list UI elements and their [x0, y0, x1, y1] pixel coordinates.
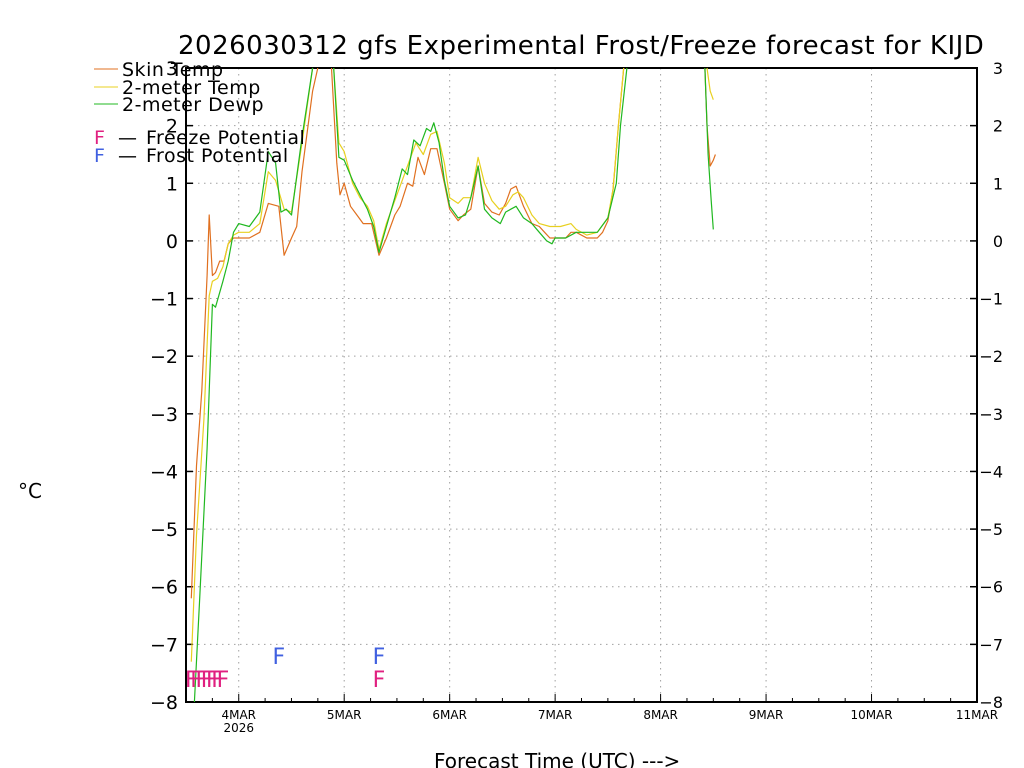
legend-freeze-dash: —	[118, 127, 138, 149]
y-tick-label-left-4: −4	[150, 461, 178, 483]
freeze-marker-1: F	[190, 668, 203, 693]
y-tick-label-right-5: −3	[979, 405, 1003, 424]
y-tick-label-left-2: −6	[150, 577, 178, 599]
legend-frost-letter: F	[94, 145, 105, 167]
chart-title: 2026030312 gfs Experimental Frost/Freeze…	[178, 31, 984, 61]
freeze-marker-4: F	[206, 668, 219, 693]
x-axis-label: Forecast Time (UTC) --->	[434, 749, 680, 768]
series-line-2-meter-temp-1	[333, 67, 625, 251]
legend: Skin Temp 2-meter Temp 2-meter Dewp F — …	[94, 59, 305, 167]
y-tick-label-right-7: −1	[979, 290, 1003, 309]
legend-2m-dewp-label: 2-meter Dewp	[122, 94, 264, 116]
y-tick-label-right-4: −4	[979, 462, 1003, 481]
series-line-2-meter-dewp-1	[333, 67, 628, 253]
y-tick-label-right-1: −7	[979, 635, 1003, 654]
frost-marker-0: F	[272, 645, 285, 670]
x-tick-label-7: 11MAR	[956, 708, 998, 722]
plot-frame	[185, 67, 978, 703]
x-tick-label-2: 6MAR	[432, 708, 467, 722]
series-line-2-meter-dewp-0	[193, 67, 314, 703]
legend-skin-temp-label: Skin Temp	[122, 59, 224, 81]
series-line-2-meter-dewp-2	[704, 67, 714, 230]
y-tick-label-left-7: −1	[150, 289, 178, 311]
y-tick-label-right-2: −6	[979, 578, 1003, 597]
x-tick-label-5: 9MAR	[749, 708, 784, 722]
series-line-skin-temp-0	[190, 67, 319, 599]
legend-2m-temp-label: 2-meter Temp	[122, 77, 261, 99]
x-tick-label-4: 8MAR	[643, 708, 678, 722]
y-ticks-right: −8 −7 −6 −5 −4 −3 −2 −1 0 1 2 3	[970, 59, 1003, 712]
legend-freeze-letter: F	[94, 127, 105, 149]
plot-border	[185, 67, 978, 703]
y-tick-label-left-8: 0	[166, 231, 178, 253]
y-tick-label-right-9: 1	[993, 174, 1003, 193]
y-tick-label-left-9: 1	[166, 173, 178, 195]
y-tick-label-right-10: 2	[993, 117, 1003, 136]
x-tick-label-0: 4MAR	[221, 708, 256, 722]
grid	[186, 68, 977, 702]
y-axis-label: °C	[18, 479, 42, 503]
y-tick-label-left-10: 2	[166, 116, 178, 138]
x-tick-label-3: 7MAR	[538, 708, 573, 722]
x-tick-label-6: 10MAR	[850, 708, 892, 722]
y-tick-label-left-0: −8	[150, 692, 178, 714]
series-lines	[190, 67, 716, 703]
y-tick-label-left-6: −2	[150, 346, 178, 368]
x-tick-label-1: 5MAR	[327, 708, 362, 722]
legend-frost-dash: —	[118, 145, 138, 167]
series-line-2-meter-temp-2	[706, 67, 714, 100]
y-ticks-left: −8 −7 −6 −5 −4 −3 −2 −1 0 1 2 3	[150, 58, 193, 714]
y-tick-label-right-6: −2	[979, 347, 1003, 366]
freeze-marker-7: F	[373, 668, 386, 693]
series-line-skin-temp-1	[330, 67, 625, 256]
freeze-marker-6: F	[217, 668, 230, 693]
y-tick-label-right-11: 3	[993, 59, 1003, 78]
freeze-marker-3: F	[201, 668, 214, 693]
y-tick-label-left-3: −5	[150, 519, 178, 541]
y-tick-label-left-5: −3	[150, 404, 178, 426]
y-tick-label-right-0: −8	[979, 693, 1003, 712]
freeze-marker-5: F	[211, 668, 224, 693]
freeze-marker-0: F	[185, 668, 198, 693]
y-tick-label-right-8: 0	[993, 232, 1003, 251]
legend-frost-label: Frost Potential	[146, 145, 289, 167]
x-tick-sublabel-0: 2026	[223, 721, 254, 735]
legend-freeze-label: Freeze Potential	[146, 127, 305, 149]
y-tick-label-left-11: 3	[166, 58, 178, 80]
y-tick-label-right-3: −5	[979, 520, 1003, 539]
y-tick-label-left-1: −7	[150, 634, 178, 656]
frost-marker-1: F	[373, 645, 386, 670]
freeze-marker-2: F	[195, 668, 208, 693]
